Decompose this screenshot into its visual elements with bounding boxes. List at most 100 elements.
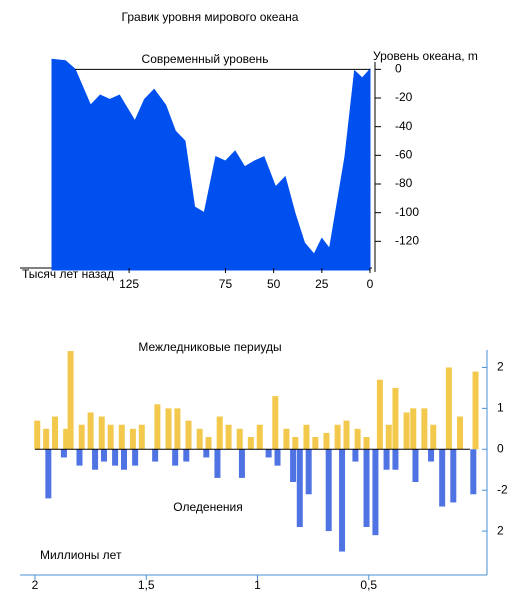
bar (34, 420, 41, 450)
x-tick-label: 50 (267, 277, 281, 291)
bar (363, 449, 370, 527)
bar (334, 424, 341, 450)
bar (403, 412, 410, 450)
bar (303, 424, 310, 450)
bar (225, 424, 232, 450)
y-tick-label: 2 (497, 523, 504, 537)
y-tick-label: -60 (395, 148, 413, 162)
bar (283, 428, 290, 450)
bar (238, 449, 245, 478)
x-tick-label: 75 (219, 277, 233, 291)
bar (392, 387, 399, 450)
bar (296, 449, 303, 527)
bar (196, 428, 203, 450)
x-tick-label: 1,5 (138, 578, 155, 592)
y-tick-label: -100 (395, 205, 419, 219)
bar (87, 412, 94, 450)
bar (430, 424, 437, 450)
area (51, 58, 371, 271)
bar (121, 449, 127, 470)
bar (63, 428, 70, 450)
bar (129, 428, 136, 450)
y-tick-label: -120 (395, 234, 419, 248)
bar (352, 449, 359, 462)
bar (112, 449, 119, 466)
annotation: Современный уровень (142, 52, 269, 66)
y-tick-label: 0 (395, 62, 402, 76)
bar (412, 449, 419, 482)
bar (343, 420, 350, 450)
y-tick-label: 1 (497, 401, 504, 415)
bar (363, 437, 370, 450)
y-tick-label: 2 (497, 360, 504, 374)
bar (45, 449, 52, 499)
bar (132, 449, 139, 466)
bar (152, 449, 159, 462)
series-label: Межледниковые периуды (138, 340, 281, 354)
bar (165, 408, 172, 450)
bar (383, 449, 390, 470)
bar (472, 371, 479, 450)
bar (290, 449, 297, 482)
bar (60, 449, 67, 458)
bar (43, 428, 50, 450)
y-axis-label: Уровень океана, m (373, 49, 478, 63)
bar (107, 424, 114, 450)
x-axis-label: Тысяч лет назад (22, 267, 114, 281)
bar (410, 408, 417, 450)
y-tick-label: -40 (395, 119, 413, 133)
bar (385, 424, 392, 450)
bar (325, 449, 332, 532)
bar (138, 424, 145, 450)
bar (185, 420, 192, 450)
bar (392, 449, 399, 470)
bar (247, 437, 254, 450)
x-tick-label: 25 (315, 277, 329, 291)
bar (172, 449, 179, 466)
bar (174, 408, 181, 450)
y-tick-label: -20 (395, 90, 413, 104)
x-tick-label: 2 (32, 578, 39, 592)
bar (100, 449, 107, 462)
y-tick-label: -80 (395, 176, 413, 190)
bar (76, 449, 83, 466)
bar (456, 416, 463, 450)
bar (52, 416, 59, 450)
bar (154, 404, 161, 450)
y-tick-label: -2 (497, 482, 508, 496)
bar (421, 408, 428, 450)
bar (372, 449, 379, 536)
bar (265, 449, 272, 458)
bar (274, 449, 281, 466)
bar (323, 432, 330, 450)
bar (292, 437, 299, 450)
bar (272, 396, 279, 450)
bar (428, 449, 435, 462)
bar (470, 449, 477, 495)
bar (312, 437, 319, 450)
bar (98, 416, 105, 450)
bar (445, 367, 452, 450)
bar (354, 428, 361, 450)
bar (183, 449, 190, 462)
bar (236, 428, 243, 450)
bar (256, 424, 263, 450)
bar (203, 449, 210, 458)
bar (439, 449, 446, 507)
series-label: Оледенения (173, 500, 242, 514)
bar (450, 449, 457, 503)
bar (67, 351, 74, 450)
bar (214, 449, 221, 478)
x-tick-label: 1 (254, 578, 261, 592)
x-tick-label: 0 (367, 277, 374, 291)
x-tick-label: 125 (119, 277, 139, 291)
x-tick-label: 0,5 (360, 578, 377, 592)
bar (92, 449, 99, 470)
chart-title: Гравик уровня мирового океана (122, 10, 299, 24)
bar (205, 437, 212, 450)
bar (118, 424, 125, 450)
bar (305, 449, 312, 495)
bar (339, 449, 346, 552)
bar (216, 416, 223, 450)
